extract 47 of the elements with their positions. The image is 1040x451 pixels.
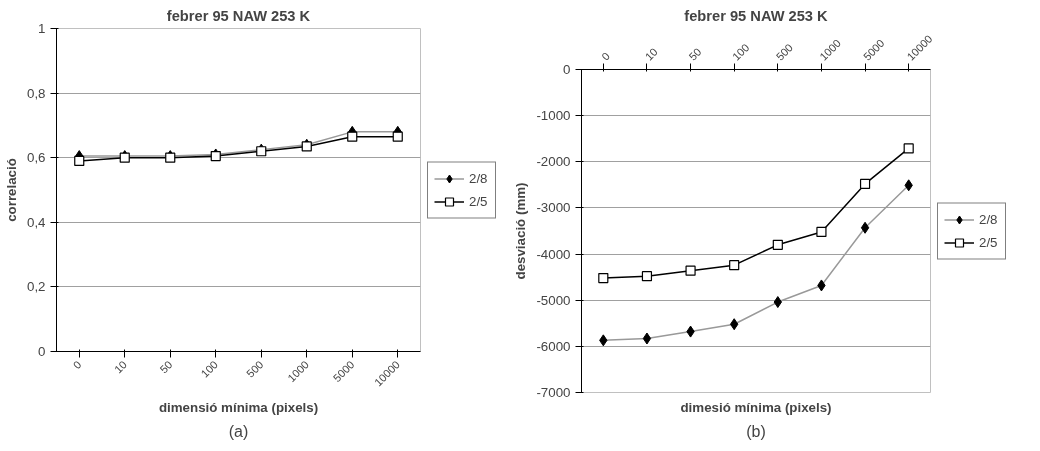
legend-label: 2/5 bbox=[469, 193, 489, 209]
x-tick-label: 50 bbox=[157, 358, 175, 376]
y-tick-label: -6000 bbox=[536, 338, 571, 354]
point bbox=[816, 226, 827, 238]
point bbox=[729, 260, 740, 271]
x-tick-label: 500 bbox=[244, 358, 266, 380]
y-tick-label: 0,4 bbox=[26, 214, 47, 230]
x-tick-label: 100 bbox=[198, 358, 220, 380]
x-axis-title: dimesió mínima (pixels) bbox=[680, 399, 832, 415]
point bbox=[392, 131, 403, 142]
y-tick-label: -1000 bbox=[536, 108, 571, 124]
legend-label: 2/5 bbox=[979, 234, 999, 250]
x-tick-label: 500 bbox=[773, 41, 796, 63]
y-tick-label: -5000 bbox=[536, 292, 571, 308]
legend-label: 2/8 bbox=[979, 211, 999, 227]
y-tick-label: 0 bbox=[38, 344, 46, 359]
y-tick-label: -4000 bbox=[536, 246, 571, 262]
chart-title: febrer 95 NAW 253 K bbox=[166, 7, 311, 24]
y-tick-label: 0,6 bbox=[26, 150, 46, 166]
point bbox=[772, 239, 783, 250]
point bbox=[347, 131, 358, 142]
x-axis-title: dimensió mínima (pixels) bbox=[158, 399, 319, 415]
x-tick-label: 0 bbox=[70, 358, 84, 372]
point bbox=[685, 265, 696, 276]
y-tick-label: 0 bbox=[563, 62, 571, 77]
text: (a) bbox=[228, 422, 249, 440]
y-tick-label: 0,2 bbox=[26, 279, 46, 295]
y-tick-label: 1 bbox=[38, 21, 46, 36]
y-tick-label: 0,8 bbox=[26, 85, 46, 101]
x-tick-label: 50 bbox=[686, 45, 704, 63]
y-axis-title: correlació bbox=[3, 158, 19, 222]
y-tick-label: -7000 bbox=[536, 385, 571, 400]
x-tick-label: 0 bbox=[599, 49, 612, 63]
point bbox=[74, 155, 85, 167]
point bbox=[641, 271, 653, 282]
x-tick-label: 100 bbox=[729, 41, 752, 63]
point bbox=[903, 143, 914, 154]
y-axis-title: desviació (mm) bbox=[513, 182, 529, 280]
x-tick-label: 10 bbox=[111, 358, 129, 376]
legend-label: 2/8 bbox=[469, 170, 489, 186]
point bbox=[598, 272, 609, 284]
text: (b) bbox=[746, 422, 766, 440]
chart-title: febrer 95 NAW 253 K bbox=[684, 7, 829, 24]
x-tick-label: 10 bbox=[642, 45, 660, 63]
y-tick-label: -2000 bbox=[536, 154, 571, 170]
y-tick-label: -3000 bbox=[536, 200, 571, 216]
point bbox=[859, 178, 871, 190]
